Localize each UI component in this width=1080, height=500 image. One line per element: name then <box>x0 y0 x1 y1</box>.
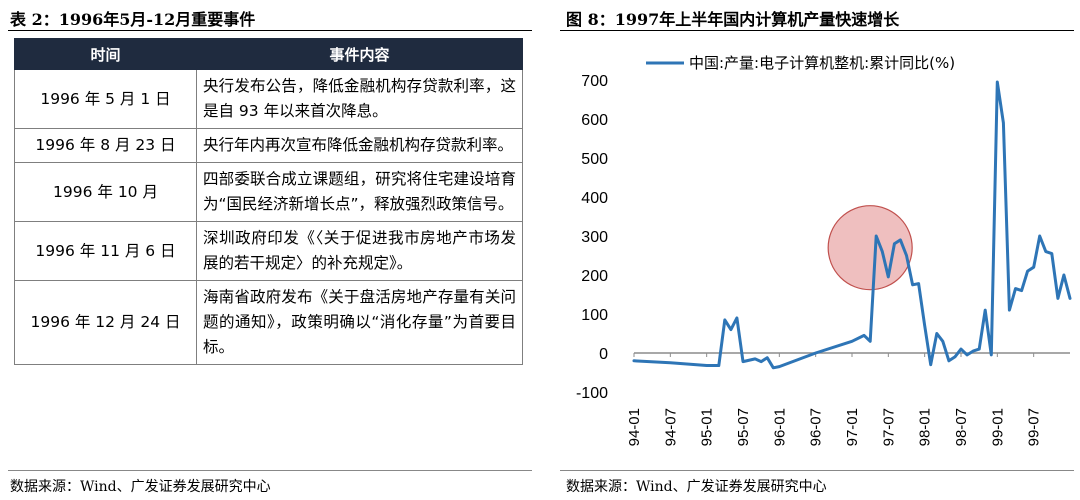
chart-legend: 中国:产量:电子计算机整机:累计同比(%) <box>646 54 955 72</box>
table-row: 1996 年 12 月 24 日 海南省政府发布《关于盘活房地产存量有关问题的通… <box>14 280 523 365</box>
row-date: 1996 年 11 月 6 日 <box>14 221 197 281</box>
x-tick-label: 95-07 <box>735 408 752 446</box>
table-row: 1996 年 5 月 1 日 央行发布公告，降低金融机构存贷款利率，这是自 93… <box>14 69 523 129</box>
y-tick-label: 100 <box>581 307 608 324</box>
row-event: 央行年内再次宣布降低金融机构存贷款利率。 <box>196 128 523 163</box>
row-date: 1996 年 12 月 24 日 <box>14 280 197 365</box>
x-tick-label: 97-01 <box>844 408 861 446</box>
x-tick-label: 95-01 <box>699 408 716 446</box>
table-header-row: 时间 事件内容 <box>14 38 523 70</box>
plot-area <box>632 80 1072 370</box>
x-tick-label: 98-07 <box>953 408 970 446</box>
x-tick-label: 96-01 <box>771 408 788 446</box>
legend-label: 中国:产量:电子计算机整机:累计同比(%) <box>689 54 955 72</box>
chart-title: 图 8：1997年上半年国内计算机产量快速增长 <box>566 10 900 29</box>
highlight-circle <box>827 205 913 291</box>
row-date: 1996 年 8 月 23 日 <box>14 128 197 163</box>
x-axis: 94-01 94-07 95-01 95-07 96-01 96-07 97-01 97-07… <box>626 353 1043 446</box>
y-tick-label: -100 <box>576 385 608 402</box>
title-rule <box>8 30 532 31</box>
series-line <box>632 80 1072 370</box>
x-tick-label: 97-07 <box>880 408 897 446</box>
header-time: 时间 <box>14 38 197 70</box>
header-event: 事件内容 <box>196 38 523 70</box>
x-tick-label: 94-01 <box>626 408 643 446</box>
x-tick-label: 99-01 <box>989 408 1006 446</box>
row-date: 1996 年 5 月 1 日 <box>14 69 197 129</box>
y-tick-label: 0 <box>599 346 608 363</box>
table-title: 表 2：1996年5月-12月重要事件 <box>10 10 256 29</box>
y-tick-label: 500 <box>581 151 608 168</box>
chart-title-rule <box>560 30 1074 31</box>
x-tick-label: 99-07 <box>1026 408 1043 446</box>
y-tick-label: 600 <box>581 112 608 129</box>
table-row: 1996 年 11 月 6 日 深圳政府印发《〈关于促进我市房地产市场发展的若干… <box>14 221 523 281</box>
x-tick-label: 94-07 <box>662 408 679 446</box>
x-tick-label: 98-01 <box>917 408 934 446</box>
row-date: 1996 年 10 月 <box>14 162 197 222</box>
y-axis: -100 0 100 200 300 400 500 600 700 <box>576 73 608 402</box>
row-event: 四部委联合成立课题组，研究将住宅建设培育为“国民经济新增长点”，释放强烈政策信号… <box>196 162 523 222</box>
row-event: 深圳政府印发《〈关于促进我市房地产市场发展的若干规定〉的补充规定》。 <box>196 221 523 281</box>
row-event: 海南省政府发布《关于盘活房地产存量有关问题的通知》，政策明确以“消化存量”为首要… <box>196 280 523 365</box>
row-event: 央行发布公告，降低金融机构存贷款利率，这是自 93 年以来首次降息。 <box>196 69 523 129</box>
x-tick-label: 96-07 <box>808 408 825 446</box>
table-row: 1996 年 8 月 23 日 央行年内再次宣布降低金融机构存贷款利率。 <box>14 128 523 163</box>
chart-source: 数据来源：Wind、广发证券发展研究中心 <box>566 479 827 495</box>
y-tick-label: 300 <box>581 229 608 246</box>
source-rule <box>8 470 532 471</box>
y-tick-label: 200 <box>581 268 608 285</box>
chart-source-rule <box>560 470 1074 471</box>
line-chart: 中国:产量:电子计算机整机:累计同比(%) -100 0 100 200 300 400 5… <box>576 54 1072 446</box>
y-tick-label: 400 <box>581 190 608 207</box>
events-table: 时间 事件内容 1996 年 5 月 1 日 央行发布公告，降低金融机构存贷款利… <box>14 38 523 365</box>
table-row: 1996 年 10 月 四部委联合成立课题组，研究将住宅建设培育为“国民经济新增… <box>14 162 523 222</box>
table-source: 数据来源：Wind、广发证券发展研究中心 <box>10 479 271 495</box>
y-tick-label: 700 <box>581 73 608 90</box>
